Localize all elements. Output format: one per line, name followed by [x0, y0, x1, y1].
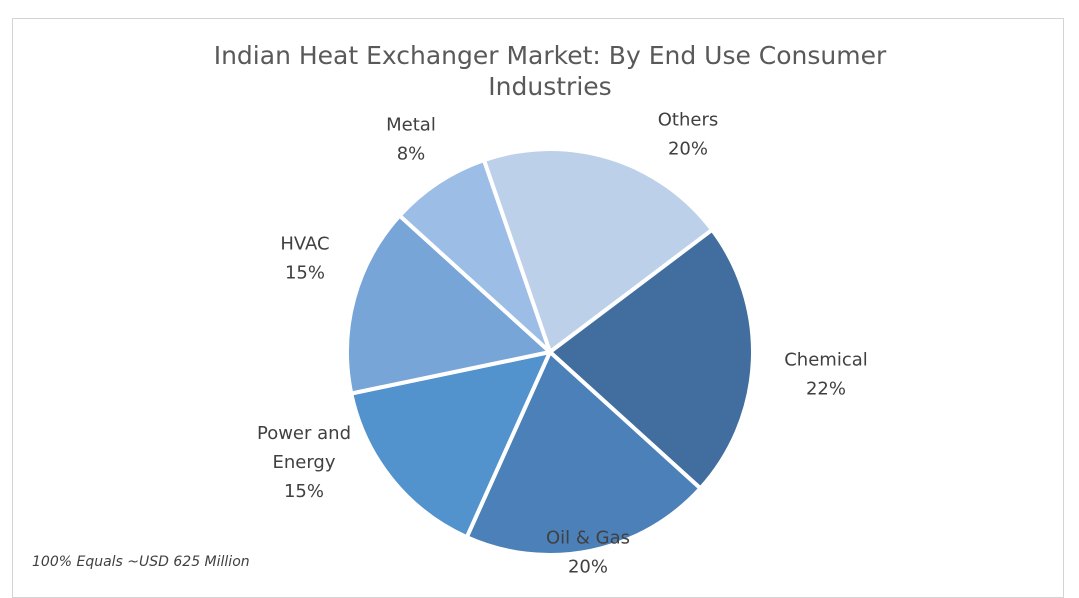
pie-slice-oil-and-gas [464, 350, 703, 557]
slice-name-label: Power and [257, 423, 351, 444]
pie-slice-hvac [345, 213, 552, 396]
pie-slices [345, 147, 755, 557]
slice-label-hvac: HVAC 15% [280, 234, 329, 284]
chart-title-line-2: Industries [488, 72, 612, 101]
pie-chart: Others 20% Chemical 22% Oil & Gas 20% Power an… [257, 110, 868, 578]
pie-slice-others [481, 147, 715, 354]
slice-value-label: 22% [806, 379, 846, 400]
slice-label-chemical: Chemical 22% [784, 350, 868, 400]
pie-slice-metal [397, 158, 552, 354]
slice-name-label: Metal [386, 115, 436, 136]
chart-title-line-1: Indian Heat Exchanger Market: By End Use… [213, 41, 887, 70]
slice-value-label: 8% [397, 144, 426, 165]
slice-name-label: HVAC [280, 234, 329, 255]
total-note: 100% Equals ~USD 625 Million [32, 554, 250, 570]
slice-name-label: Others [658, 110, 719, 131]
slice-label-others: Others 20% [658, 110, 719, 160]
slice-label-power-and-energy: Power and Energy 15% [257, 423, 351, 502]
slice-value-label: 20% [668, 139, 708, 160]
slice-value-label: 15% [285, 263, 325, 284]
slice-name-label: Oil & Gas [546, 528, 630, 549]
slice-value-label: 15% [284, 481, 324, 502]
slice-name-label: Energy [272, 452, 335, 473]
pie-slice-chemical [548, 227, 755, 491]
pie-slice-power-and-energy [349, 350, 552, 540]
chart-title: Indian Heat Exchanger Market: By End Use… [150, 40, 950, 102]
slice-label-metal: Metal 8% [386, 115, 436, 165]
pie-labels: Others 20% Chemical 22% Oil & Gas 20% Power an… [257, 110, 868, 578]
slice-label-oil-and-gas: Oil & Gas 20% [546, 528, 630, 578]
slice-name-label: Chemical [784, 350, 868, 371]
slice-value-label: 20% [568, 557, 608, 578]
